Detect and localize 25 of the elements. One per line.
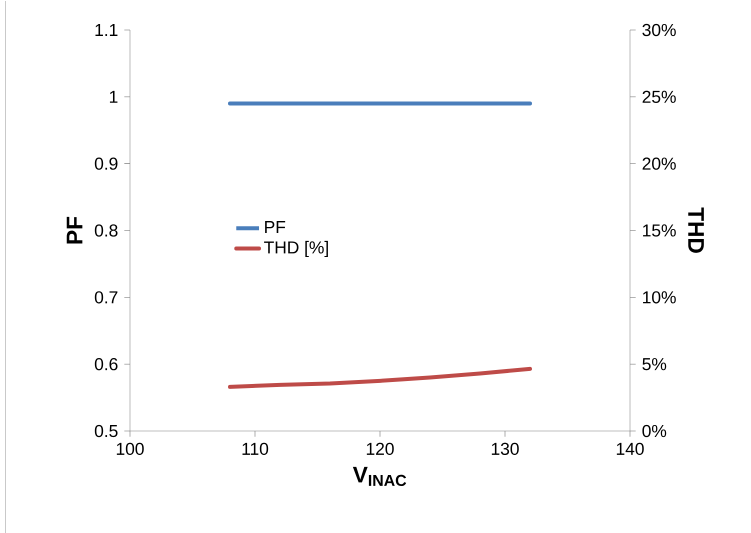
y-axis-title: PF	[66, 216, 82, 244]
y2-tick-label: 5%	[642, 358, 666, 370]
y-tick-label: 0.7	[94, 291, 118, 304]
y-tick-label: 0.8	[94, 224, 118, 237]
x-tick-label: 130	[492, 442, 519, 456]
x-tick-label: 110	[242, 442, 268, 456]
legend-label: THD [%]	[264, 240, 328, 258]
y-tick-label: 0.9	[94, 158, 118, 170]
x-tick-label: 120	[366, 442, 394, 456]
y-tick-label: 1.1	[95, 24, 118, 36]
y-tick-label: 1	[110, 90, 118, 103]
y2-tick-label: 15%	[643, 224, 676, 237]
y-tick-label: 0.6	[94, 358, 118, 370]
y2-axis-title: THD	[688, 207, 704, 253]
y2-tick-label: 0%	[642, 424, 666, 438]
x-tick-label: 100	[116, 442, 144, 456]
y2-tick-label: 25%	[642, 90, 676, 103]
y2-tick-label: 30%	[642, 24, 676, 36]
y2-tick-label: 20%	[642, 158, 676, 170]
y-tick-label: 0.5	[94, 424, 118, 438]
x-axis-title: V$_{INAC}$	[352, 466, 406, 486]
legend-label: PF	[265, 221, 286, 233]
y2-tick-label: 10%	[643, 291, 676, 304]
line-series	[228, 366, 532, 389]
x-tick-label: 140	[616, 442, 644, 456]
